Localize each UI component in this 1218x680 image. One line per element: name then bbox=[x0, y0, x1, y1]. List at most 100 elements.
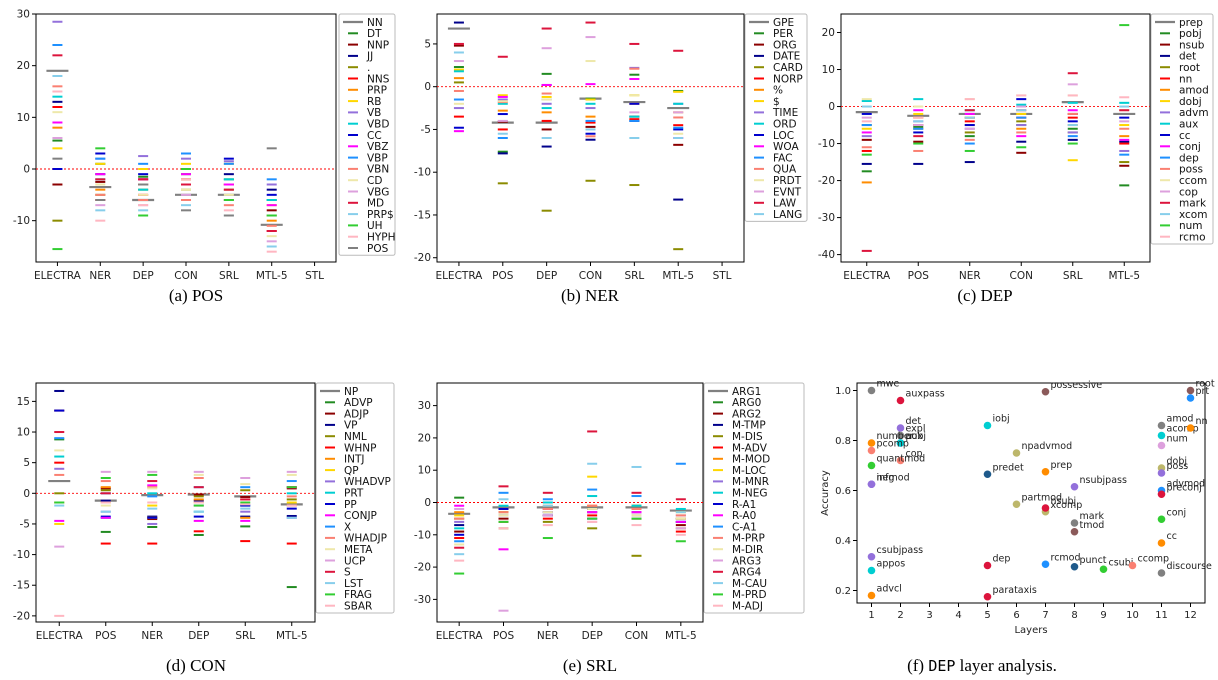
point-label-appos: appos bbox=[877, 559, 906, 570]
y-tick-label: 0.4 bbox=[835, 536, 851, 547]
point-label-advmod: advmod bbox=[1167, 479, 1206, 490]
legend-label-cd: CD bbox=[367, 175, 382, 187]
point-label-expl: expl bbox=[906, 424, 926, 435]
legend-box bbox=[1150, 13, 1214, 245]
x-tick-label: SRL bbox=[624, 270, 644, 282]
point-predet bbox=[983, 470, 992, 479]
point-csubjpass bbox=[867, 552, 876, 561]
legend-label-s: S bbox=[344, 567, 351, 579]
legend-label-m-cau: M-CAU bbox=[732, 578, 767, 590]
legend-label-pos: POS bbox=[367, 243, 389, 255]
x-tick-label: MTL-5 bbox=[1108, 270, 1140, 282]
legend-label-r-a1: R-A1 bbox=[732, 499, 756, 511]
y-tick-label: 0 bbox=[828, 101, 835, 113]
point-root bbox=[1186, 386, 1195, 395]
legend-label-card: CARD bbox=[773, 62, 803, 74]
legend-label-cop: cop bbox=[1179, 186, 1198, 198]
legend-label-hyph: HYPH bbox=[367, 232, 396, 244]
x-tick-label: MTL-5 bbox=[276, 630, 308, 642]
y-tick-label: -10 bbox=[414, 529, 431, 541]
point-appos bbox=[867, 566, 876, 575]
legend-label-fac: FAC bbox=[773, 152, 792, 164]
legend-label-nnp: NNP bbox=[367, 39, 389, 51]
legend-label-ord: ORD bbox=[773, 119, 797, 131]
legend-label-m-neg: M-NEG bbox=[732, 488, 767, 500]
point-label-conj: conj bbox=[1167, 507, 1187, 518]
x-tick-label: DEP bbox=[133, 270, 154, 282]
legend-label-adjp: ADJP bbox=[344, 408, 369, 420]
chart-panel-srl: -30 -20 -10 0 10 20 30 ELECTRA POS NER DEP CON MTL-5… bbox=[414, 382, 805, 642]
point-label-preconj: preconj bbox=[1167, 482, 1202, 493]
caption-pos: (a) POS bbox=[169, 286, 223, 305]
plot-frame bbox=[856, 382, 1206, 604]
point-mark bbox=[1070, 519, 1079, 527]
legend-label-woa: WOA bbox=[773, 141, 799, 153]
x-tick-label: NER bbox=[141, 630, 163, 642]
y-tick-label: 10 bbox=[17, 112, 30, 124]
legend-label-nn: NN bbox=[367, 17, 383, 29]
legend-label-prp: PRP bbox=[367, 85, 387, 97]
legend-box bbox=[315, 382, 395, 614]
x-tick-label: DEP bbox=[582, 630, 603, 642]
legend-label-m-prp: M-PRP bbox=[732, 533, 765, 545]
legend-label-pp: PP bbox=[344, 499, 357, 511]
point-poss bbox=[1157, 469, 1166, 477]
legend-label-whadjp: WHADJP bbox=[344, 533, 387, 545]
legend-label-qp: QP bbox=[344, 465, 359, 477]
point-tmod bbox=[1070, 527, 1079, 536]
point-label-pobj: pobj bbox=[906, 431, 927, 442]
point-nsubjpass bbox=[1070, 482, 1079, 491]
y-tick-label: -20 bbox=[414, 252, 431, 264]
point-label-cc: cc bbox=[1167, 531, 1177, 542]
y-tick-label: 1.0 bbox=[835, 386, 851, 397]
point-label-dobj: dobj bbox=[1167, 456, 1188, 467]
point-npadvmod bbox=[1012, 449, 1021, 457]
point-label-partmod: partmod bbox=[1022, 492, 1063, 503]
point-label-rcmod: rcmod bbox=[1051, 552, 1081, 563]
legend-label-arg2: ARG2 bbox=[732, 408, 761, 420]
point-label-aux: aux bbox=[906, 431, 924, 442]
point-label-acomp: acomp bbox=[1167, 424, 1199, 435]
legend-label-poss: poss bbox=[1179, 164, 1203, 176]
legend-label-meta: META bbox=[344, 544, 373, 556]
point-csubj bbox=[1099, 565, 1108, 574]
legend-label-jj: JJ bbox=[366, 51, 373, 63]
x-tick-label: 8 bbox=[1071, 610, 1077, 621]
point-infmod bbox=[867, 480, 876, 489]
x-tick-label: POS bbox=[908, 270, 930, 282]
legend-label-m-tmp: M-TMP bbox=[732, 420, 766, 432]
y-tick-label: -30 bbox=[414, 594, 431, 606]
point-label-auxpass: auxpass bbox=[906, 389, 945, 400]
point-expl bbox=[896, 431, 905, 440]
point-cc bbox=[1157, 539, 1166, 547]
x-tick-label: 12 bbox=[1184, 610, 1197, 621]
chart-panel-dep: -40 -30 -20 -10 0 10 20 ELECTRA POS NER CON SRL MTL-… bbox=[818, 13, 1214, 282]
plot-frame bbox=[436, 13, 745, 263]
caption-ner: (b) NER bbox=[561, 286, 620, 305]
y-tick-label: 15 bbox=[17, 396, 30, 408]
x-tick-label: 5 bbox=[984, 610, 990, 621]
legend-label-ucp: UCP bbox=[344, 555, 365, 567]
point-label-csubj: csubj bbox=[1109, 557, 1134, 568]
legend-label-ccom: ccom bbox=[1179, 175, 1207, 187]
legend-label-qua: QUA bbox=[773, 164, 797, 176]
x-tick-label: STL bbox=[713, 270, 732, 282]
legend-label-vbg: VBG bbox=[367, 186, 389, 198]
point-nn bbox=[1186, 424, 1195, 432]
y-tick-label: 0 bbox=[424, 497, 431, 509]
chart-panel-ner: -20 -15 -10 -5 0 5 ELECTRA POS DEP CON SRL MTL-5 STL… bbox=[414, 13, 808, 282]
point-label-nsubj: nsubj bbox=[1051, 496, 1077, 507]
legend-label-c-a1: C-A1 bbox=[732, 521, 757, 533]
legend-label-uh: UH bbox=[367, 220, 383, 232]
x-tick-label: 6 bbox=[1013, 610, 1019, 621]
legend-label-xcom: xcom bbox=[1179, 209, 1207, 221]
x-tick-label: POS bbox=[492, 270, 514, 282]
legend-label-conj: conj bbox=[1179, 141, 1201, 153]
x-axis-label: Layers bbox=[1014, 625, 1047, 636]
point-label-ccomp: ccomp bbox=[1138, 554, 1170, 565]
legend-label-arg4: ARG4 bbox=[732, 567, 762, 579]
point-label-pcomp: pcomp bbox=[877, 439, 909, 450]
y-tick-label: 20 bbox=[822, 27, 835, 39]
point-label-predet: predet bbox=[993, 462, 1024, 473]
legend-label-frag: FRAG bbox=[344, 589, 372, 601]
